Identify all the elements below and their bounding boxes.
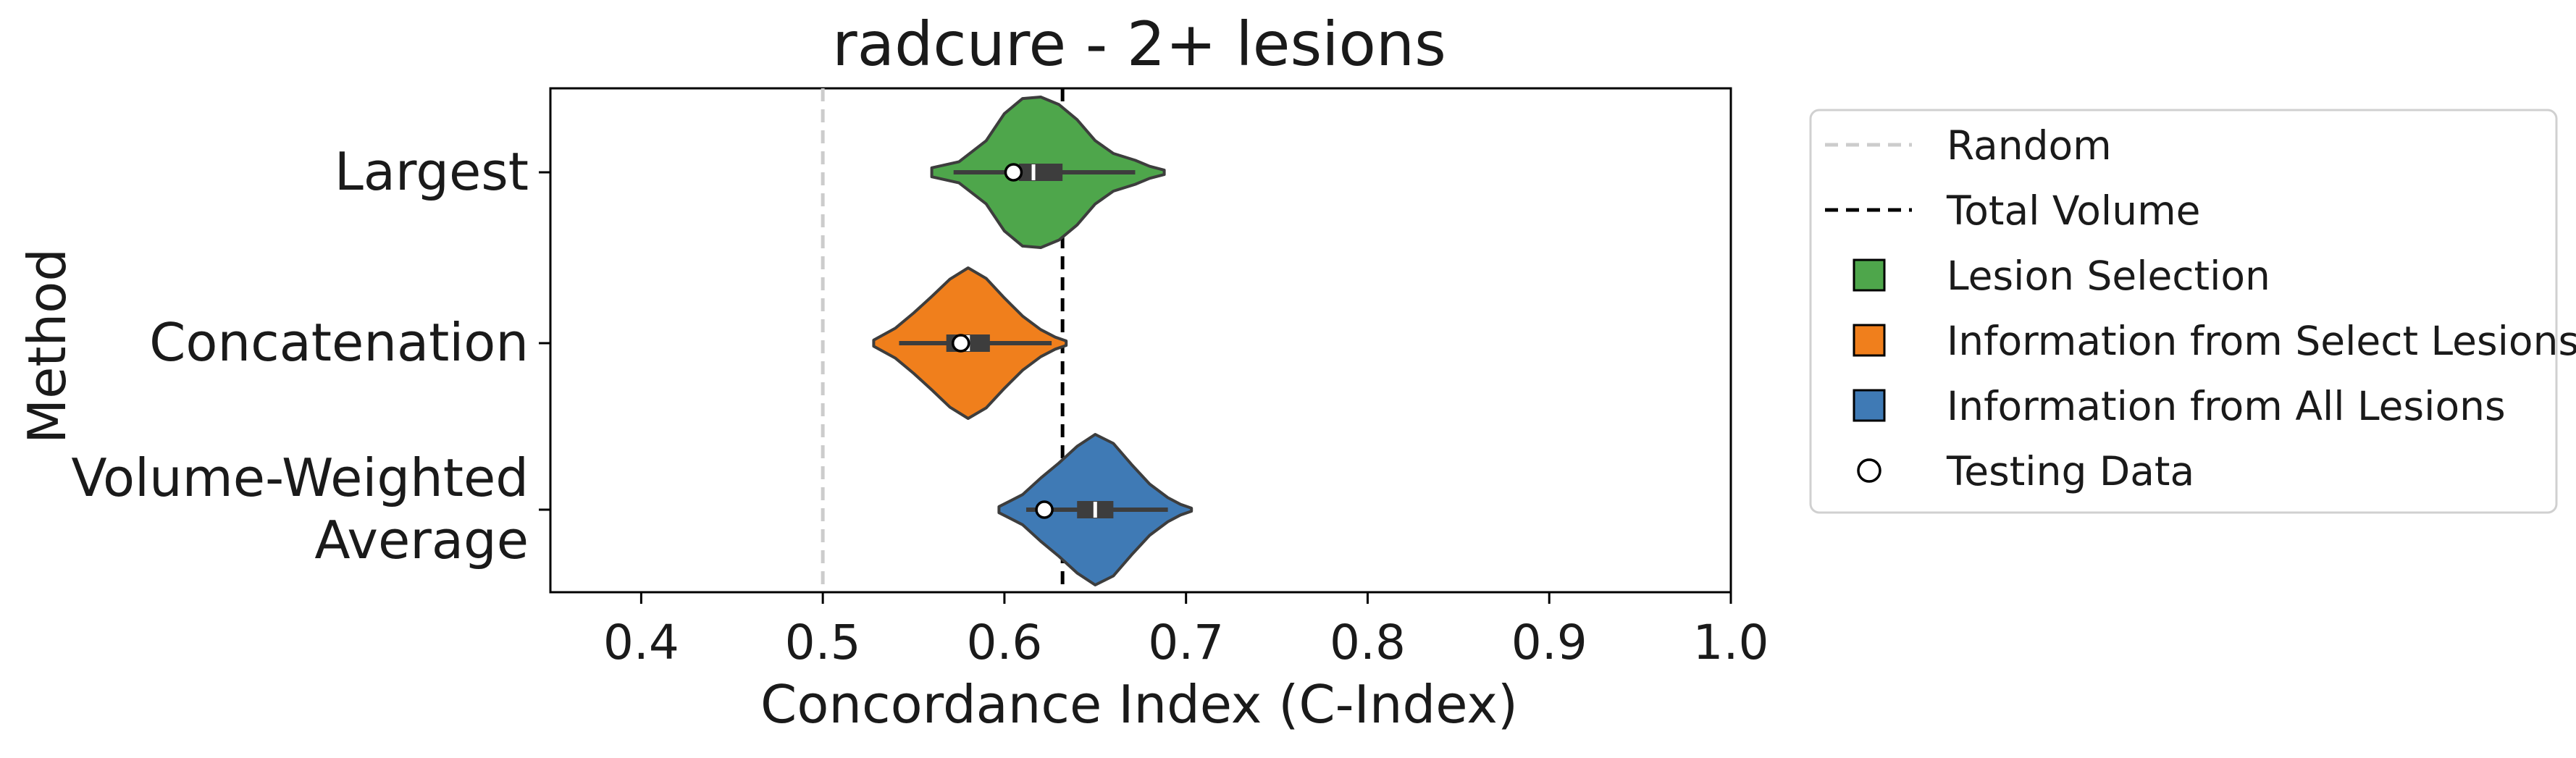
x-tick-label: 0.9: [1511, 615, 1587, 670]
testing-point: [1004, 163, 1023, 182]
x-tick-label: 0.8: [1330, 615, 1406, 670]
y-axis-label: Method: [17, 248, 77, 444]
x-axis-label: Concordance Index (C-Index): [760, 674, 1518, 735]
y-tick-label: Average: [314, 510, 529, 570]
legend-label: Lesion Selection: [1947, 253, 2270, 299]
legend-label: Testing Data: [1946, 448, 2194, 494]
x-tick-label: 0.4: [603, 615, 679, 670]
plot-frame: [549, 87, 1732, 594]
legend-label: Total Volume: [1946, 188, 2201, 234]
legend-color-square: [1853, 258, 1886, 292]
plot-area: 0.4 0.5 0.6 0.7 0.8 0.9 1.0 Largest Concatenatio…: [71, 87, 1769, 670]
x-tick-label: 0.5: [785, 615, 861, 670]
x-tick-label: 0.7: [1148, 615, 1224, 670]
testing-point: [1035, 500, 1054, 519]
legend-label: Random: [1947, 122, 2112, 169]
legend-label: Information from All Lesions: [1947, 383, 2506, 429]
y-tick-label: Largest: [335, 141, 529, 202]
x-tick-label: 0.6: [966, 615, 1042, 670]
y-tick-label: Volume-Weighted: [71, 447, 529, 508]
legend-label: Information from Select Lesions: [1947, 318, 2576, 364]
violin-iqr-box: [1018, 164, 1063, 181]
x-tick-label: 1.0: [1693, 615, 1769, 670]
legend-color-square: [1853, 324, 1886, 357]
legend-color-square: [1853, 389, 1886, 422]
legend: Random Total Volume Lesion Selection Inform…: [1809, 109, 2576, 514]
chart-title: radcure - 2+ lesions: [832, 9, 1446, 80]
testing-point: [951, 334, 970, 353]
y-tick-label: Concatenation: [149, 312, 529, 373]
legend-circle-marker: [1857, 458, 1881, 483]
legend-box: [1809, 109, 2558, 514]
